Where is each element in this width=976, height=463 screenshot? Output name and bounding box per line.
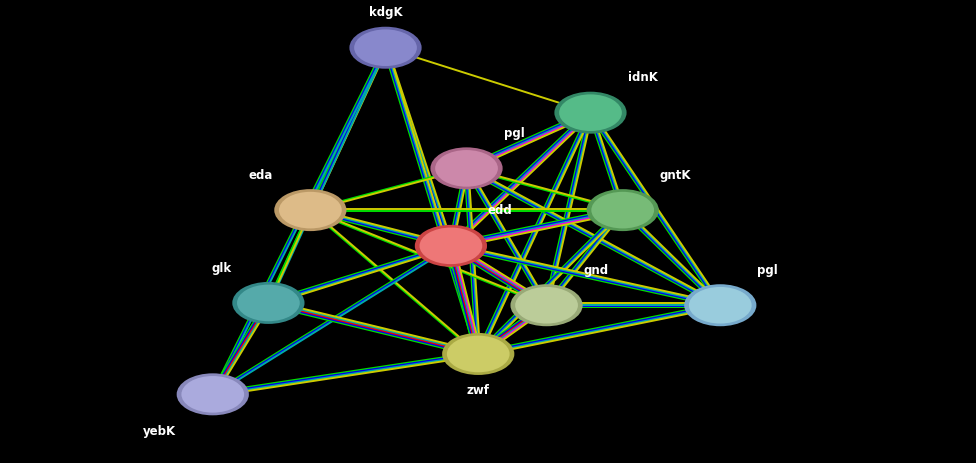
Ellipse shape (181, 375, 245, 413)
Ellipse shape (514, 287, 579, 325)
Text: idnK: idnK (628, 71, 658, 84)
Ellipse shape (419, 227, 483, 265)
Ellipse shape (349, 28, 422, 69)
Text: pgl: pgl (504, 127, 524, 140)
Text: kdgK: kdgK (369, 6, 402, 19)
Ellipse shape (232, 282, 305, 324)
Ellipse shape (590, 192, 655, 230)
Text: glk: glk (211, 261, 231, 274)
Ellipse shape (688, 287, 752, 325)
Text: edd: edd (488, 204, 512, 217)
Ellipse shape (434, 150, 499, 188)
Ellipse shape (554, 93, 627, 134)
Ellipse shape (442, 333, 514, 375)
Ellipse shape (587, 190, 659, 232)
Ellipse shape (558, 94, 623, 132)
Text: eda: eda (249, 169, 273, 181)
Text: pgl: pgl (757, 263, 778, 276)
Ellipse shape (353, 30, 418, 68)
Ellipse shape (236, 284, 301, 322)
Ellipse shape (177, 374, 249, 415)
Text: zwf: zwf (467, 383, 490, 396)
Text: gnd: gnd (584, 263, 609, 276)
Ellipse shape (274, 190, 346, 232)
Ellipse shape (415, 225, 487, 267)
Ellipse shape (278, 192, 343, 230)
Ellipse shape (684, 285, 756, 326)
Ellipse shape (446, 335, 510, 373)
Ellipse shape (510, 285, 583, 326)
Text: gntK: gntK (660, 169, 691, 181)
Ellipse shape (430, 148, 503, 190)
Text: yebK: yebK (142, 424, 176, 437)
